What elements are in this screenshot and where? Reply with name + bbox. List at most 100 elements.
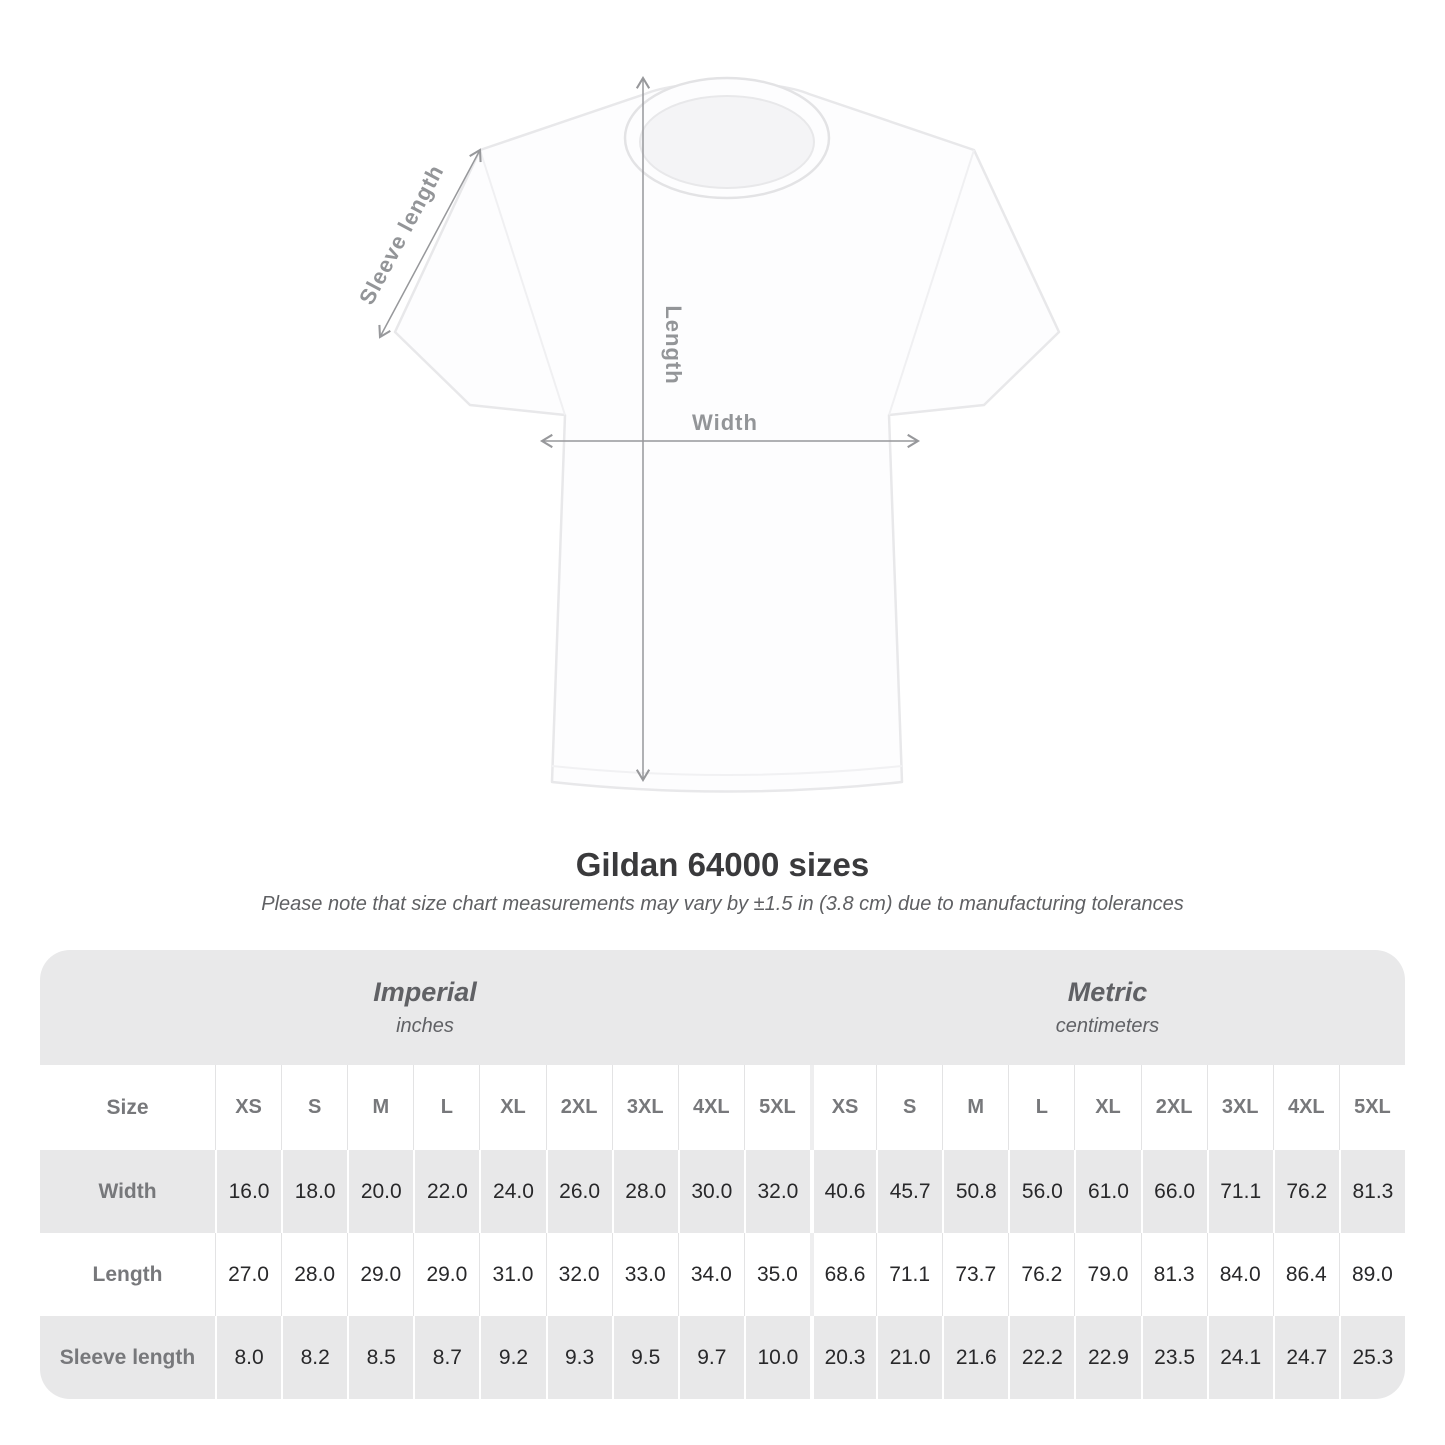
metric-section-name: Metric <box>1067 977 1148 1007</box>
width-label: Width <box>692 410 758 435</box>
row-label-sleeve-length: Sleeve length <box>40 1316 215 1399</box>
table-cell: 66.0 <box>1140 1150 1207 1233</box>
table-cell: 61.0 <box>1074 1150 1141 1233</box>
table-cell: 9.2 <box>479 1316 546 1399</box>
table-cell: 8.0 <box>215 1316 282 1399</box>
size-col-header-metric-4xl: 4XL <box>1272 1065 1339 1150</box>
table-cell: 29.0 <box>413 1233 480 1316</box>
size-header-row: Size XS S M L XL 2XL 3XL 4XL 5XL XS S M … <box>40 1065 1405 1150</box>
table-cell: 50.8 <box>942 1150 1009 1233</box>
size-col-header-metric-3xl: 3XL <box>1206 1065 1273 1150</box>
size-col-header-imperial-xs: XS <box>215 1065 282 1150</box>
table-cell: 20.0 <box>347 1150 414 1233</box>
right-sleeve-seam <box>888 149 975 416</box>
table-cell: 9.5 <box>611 1316 678 1399</box>
size-col-header-imperial-xl: XL <box>479 1065 546 1150</box>
left-sleeve-seam <box>479 149 566 416</box>
section-header-metric: Metric centimeters <box>809 950 1405 1065</box>
table-cell: 22.9 <box>1074 1316 1141 1399</box>
size-col-header-metric-s: S <box>876 1065 943 1150</box>
tshirt-diagram: Sleeve length Length Width <box>300 60 1145 822</box>
length-row: Length 27.0 28.0 29.0 29.0 31.0 32.0 33.… <box>40 1233 1405 1316</box>
imperial-section-name: Imperial <box>373 977 477 1007</box>
table-cell: 10.0 <box>743 1316 810 1399</box>
table-cell: 28.0 <box>281 1233 348 1316</box>
table-cell: 30.0 <box>677 1150 744 1233</box>
table-cell: 71.1 <box>876 1233 943 1316</box>
table-cell: 21.6 <box>942 1316 1009 1399</box>
size-col-header-imperial-m: M <box>347 1065 414 1150</box>
section-header-imperial: Imperial inches <box>40 950 810 1065</box>
sleeve-length-arrow <box>378 148 482 339</box>
table-cell: 22.2 <box>1008 1316 1075 1399</box>
table-cell: 8.2 <box>281 1316 348 1399</box>
section-header-row: Imperial inches Metric centimeters <box>40 950 1405 1065</box>
tshirt-diagram-svg: Sleeve length Length Width <box>354 75 1061 793</box>
table-cell: 84.0 <box>1206 1233 1273 1316</box>
table-cell: 33.0 <box>611 1233 678 1316</box>
table-cell: 68.6 <box>809 1233 877 1316</box>
table-cell: 79.0 <box>1074 1233 1141 1316</box>
table-cell: 16.0 <box>215 1150 282 1233</box>
table-cell: 56.0 <box>1008 1150 1075 1233</box>
size-col-header-imperial-4xl: 4XL <box>677 1065 744 1150</box>
size-col-header-imperial-5xl: 5XL <box>743 1065 810 1150</box>
table-cell: 45.7 <box>876 1150 943 1233</box>
table-cell: 20.3 <box>809 1316 877 1399</box>
tolerance-note: Please note that size chart measurements… <box>261 893 1184 915</box>
table-cell: 89.0 <box>1338 1233 1405 1316</box>
size-col-header-imperial-3xl: 3XL <box>611 1065 678 1150</box>
table-cell: 21.0 <box>876 1316 943 1399</box>
size-table-grid: Imperial inches Metric centimeters Size … <box>40 950 1405 1399</box>
size-col-header-imperial-s: S <box>281 1065 348 1150</box>
table-cell: 18.0 <box>281 1150 348 1233</box>
length-label: Length <box>661 305 686 384</box>
size-col-header-imperial-2xl: 2XL <box>545 1065 612 1150</box>
collar-inner <box>639 95 815 189</box>
table-cell: 32.0 <box>545 1233 612 1316</box>
table-cell: 22.0 <box>413 1150 480 1233</box>
row-label-width: Width <box>40 1150 215 1233</box>
table-cell: 31.0 <box>479 1233 546 1316</box>
sleeve-length-row: Sleeve length 8.0 8.2 8.5 8.7 9.2 9.3 9.… <box>40 1316 1405 1399</box>
table-cell: 28.0 <box>611 1150 678 1233</box>
page-title: Gildan 64000 sizes <box>575 846 870 883</box>
table-cell: 27.0 <box>215 1233 282 1316</box>
metric-section-unit: centimeters <box>1055 1015 1160 1037</box>
table-cell: 26.0 <box>545 1150 612 1233</box>
table-cell: 24.0 <box>479 1150 546 1233</box>
table-cell: 81.3 <box>1338 1150 1405 1233</box>
table-cell: 40.6 <box>809 1150 877 1233</box>
size-table: Imperial inches Metric centimeters Size … <box>40 950 1405 1399</box>
size-col-header-imperial-l: L <box>413 1065 480 1150</box>
hem-seam <box>551 765 903 776</box>
table-cell: 9.3 <box>545 1316 612 1399</box>
size-col-header-metric-2xl: 2XL <box>1140 1065 1207 1150</box>
size-col-header-metric-l: L <box>1008 1065 1075 1150</box>
table-cell: 81.3 <box>1140 1233 1207 1316</box>
table-cell: 76.2 <box>1272 1150 1339 1233</box>
table-cell: 25.3 <box>1338 1316 1405 1399</box>
table-cell: 35.0 <box>743 1233 810 1316</box>
table-cell: 71.1 <box>1206 1150 1273 1233</box>
measurement-arrows <box>378 75 921 783</box>
table-cell: 86.4 <box>1272 1233 1339 1316</box>
table-cell: 32.0 <box>743 1150 810 1233</box>
table-cell: 8.7 <box>413 1316 480 1399</box>
width-row: Width 16.0 18.0 20.0 22.0 24.0 26.0 28.0… <box>40 1150 1405 1233</box>
table-cell: 9.7 <box>677 1316 744 1399</box>
table-cell: 24.1 <box>1206 1316 1273 1399</box>
size-col-header-metric-xl: XL <box>1074 1065 1141 1150</box>
table-cell: 23.5 <box>1140 1316 1207 1399</box>
table-cell: 24.7 <box>1272 1316 1339 1399</box>
table-cell: 73.7 <box>942 1233 1009 1316</box>
size-col-header-metric-5xl: 5XL <box>1338 1065 1405 1150</box>
size-column-header: Size <box>40 1065 215 1150</box>
imperial-section-unit: inches <box>396 1015 454 1037</box>
table-cell: 8.5 <box>347 1316 414 1399</box>
table-cell: 29.0 <box>347 1233 414 1316</box>
size-col-header-metric-m: M <box>942 1065 1009 1150</box>
size-col-header-metric-xs: XS <box>809 1065 877 1150</box>
row-label-length: Length <box>40 1233 215 1316</box>
